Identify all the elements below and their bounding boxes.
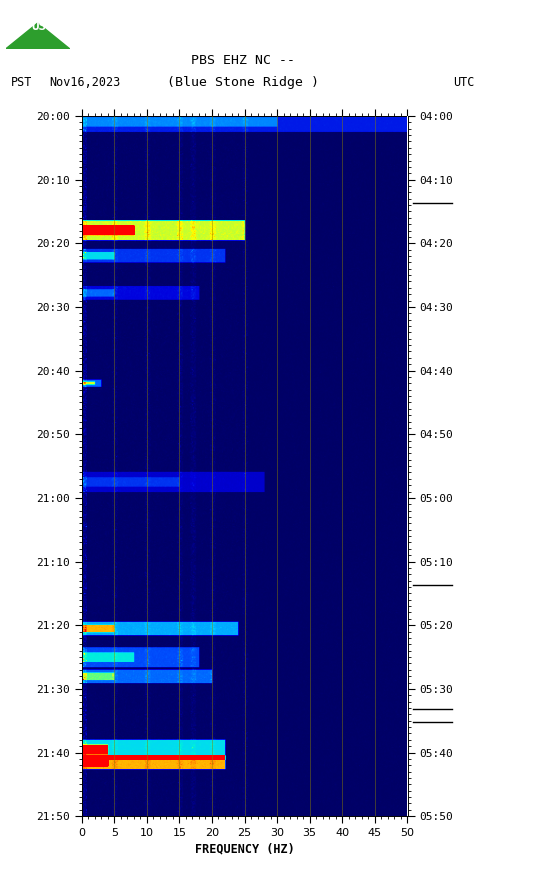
Text: PST: PST [11, 76, 33, 88]
Text: UTC: UTC [453, 76, 474, 88]
Text: PBS EHZ NC --: PBS EHZ NC -- [191, 54, 295, 67]
Text: USGS: USGS [32, 21, 62, 33]
Text: Nov16,2023: Nov16,2023 [50, 76, 121, 88]
Text: (Blue Stone Ridge ): (Blue Stone Ridge ) [167, 76, 319, 88]
X-axis label: FREQUENCY (HZ): FREQUENCY (HZ) [195, 842, 294, 855]
